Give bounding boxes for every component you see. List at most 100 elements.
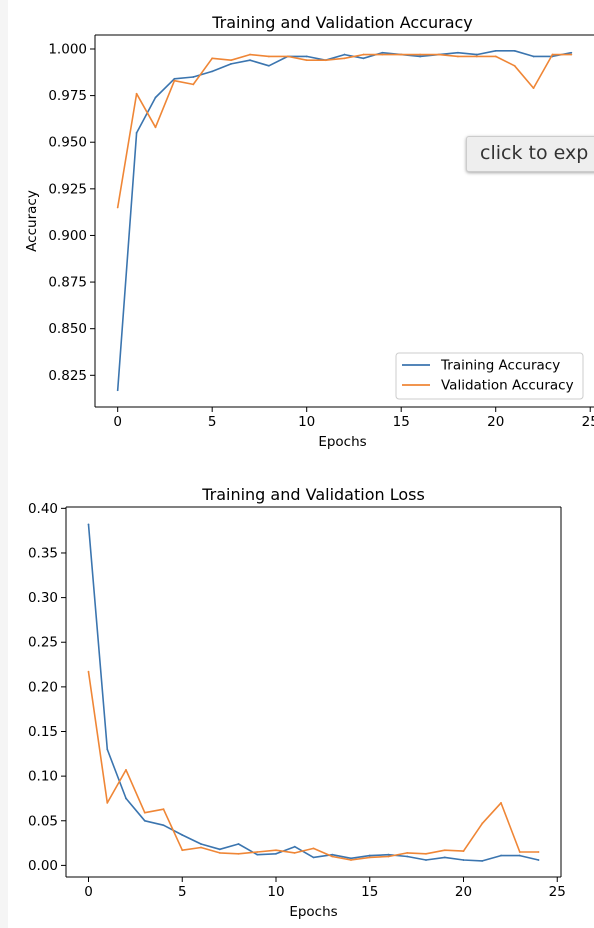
data-point <box>331 855 334 858</box>
data-point <box>570 53 573 56</box>
data-point <box>256 853 259 856</box>
data-point <box>481 822 484 825</box>
data-point <box>173 79 176 82</box>
series-points-validation-accuracy <box>116 53 573 209</box>
y-tick-label: 0.850 <box>48 321 87 337</box>
data-point <box>267 55 270 58</box>
chart-title: Training and Validation Accuracy <box>211 13 473 32</box>
data-point <box>475 53 478 56</box>
data-point <box>143 819 146 822</box>
data-point <box>387 853 390 856</box>
y-tick-label: 0.25 <box>28 635 58 651</box>
data-point <box>211 70 214 73</box>
series-line-validation-loss <box>87 671 539 861</box>
data-point <box>116 206 119 209</box>
y-tick-label: 0.15 <box>28 724 58 740</box>
y-tick-label: 0.35 <box>28 545 58 561</box>
x-tick-label: 20 <box>455 884 472 900</box>
data-point <box>230 59 232 62</box>
data-point <box>305 59 308 62</box>
x-axis-label: Epochs <box>289 904 337 920</box>
y-tick-label: 0.875 <box>48 275 87 291</box>
x-tick-label: 15 <box>361 884 378 900</box>
data-point <box>162 808 165 811</box>
x-tick-label: 10 <box>298 414 315 430</box>
data-point <box>462 850 465 853</box>
data-point <box>343 57 346 60</box>
expand-tooltip[interactable]: click to exp <box>466 136 594 172</box>
legend-label: Training Accuracy <box>440 358 560 374</box>
series-points-validation-loss <box>87 670 540 861</box>
data-point <box>125 768 127 771</box>
y-tick-label: 0.10 <box>28 769 58 785</box>
data-point <box>143 811 146 814</box>
data-point <box>462 859 465 861</box>
data-point <box>312 847 315 850</box>
data-point <box>368 854 371 857</box>
data-point <box>368 856 371 859</box>
data-point <box>457 51 459 54</box>
data-point <box>211 57 214 60</box>
x-tick-label: 25 <box>549 884 566 900</box>
data-point <box>324 59 327 62</box>
data-point <box>106 748 109 751</box>
x-tick-label: 15 <box>393 414 410 430</box>
y-tick-label: 0.825 <box>48 368 87 384</box>
data-point <box>331 853 334 856</box>
data-point <box>513 64 516 67</box>
data-point <box>425 852 427 855</box>
data-point <box>237 843 240 845</box>
x-tick-label: 10 <box>267 884 284 900</box>
data-point <box>200 846 202 849</box>
data-point <box>237 852 240 855</box>
y-tick-label: 0.975 <box>48 88 87 104</box>
y-tick-label: 0.05 <box>28 813 58 829</box>
data-point <box>419 53 422 56</box>
data-point <box>425 859 427 861</box>
data-point <box>518 854 521 857</box>
data-point <box>381 53 384 56</box>
data-point <box>162 824 165 827</box>
x-tick-label: 5 <box>208 414 217 430</box>
y-tick-label: 0.30 <box>28 590 58 606</box>
chart-title: Training and Validation Loss <box>201 485 425 504</box>
data-point <box>249 53 251 56</box>
data-point <box>125 797 127 800</box>
x-tick-label: 20 <box>487 414 504 430</box>
accuracy-chart: Training and Validation Accuracy Epochs … <box>24 13 594 450</box>
x-axis-label: Epochs <box>318 434 366 450</box>
data-point <box>218 851 221 854</box>
data-point <box>350 859 352 861</box>
y-tick-label: 1.000 <box>48 41 87 57</box>
data-point <box>181 834 184 836</box>
data-point <box>457 55 459 58</box>
data-point <box>267 64 270 67</box>
data-point <box>87 523 90 526</box>
data-point <box>350 857 352 860</box>
x-tick-label: 25 <box>582 414 594 430</box>
data-point <box>293 851 296 854</box>
y-tick-label: 0.40 <box>28 501 58 517</box>
data-point <box>381 51 384 54</box>
series-points-training-loss <box>87 523 540 862</box>
data-point <box>551 53 554 56</box>
data-point <box>106 802 109 804</box>
data-point <box>275 852 277 855</box>
data-point <box>475 55 478 58</box>
data-point <box>387 855 390 858</box>
series-line-training-accuracy <box>116 49 572 391</box>
data-point <box>400 53 403 56</box>
data-point <box>154 126 157 129</box>
y-tick-label: 0.950 <box>48 135 87 151</box>
data-point <box>406 855 409 858</box>
loss-chart: Training and Validation Loss Epochs 0 5 10… <box>28 485 566 920</box>
data-point <box>218 848 221 851</box>
data-point <box>362 53 365 56</box>
data-point <box>443 849 446 852</box>
data-point <box>116 389 119 392</box>
data-point <box>312 856 315 859</box>
data-point <box>286 55 289 58</box>
data-point <box>135 131 138 134</box>
legend: Training Accuracy Validation Accuracy <box>395 352 584 400</box>
